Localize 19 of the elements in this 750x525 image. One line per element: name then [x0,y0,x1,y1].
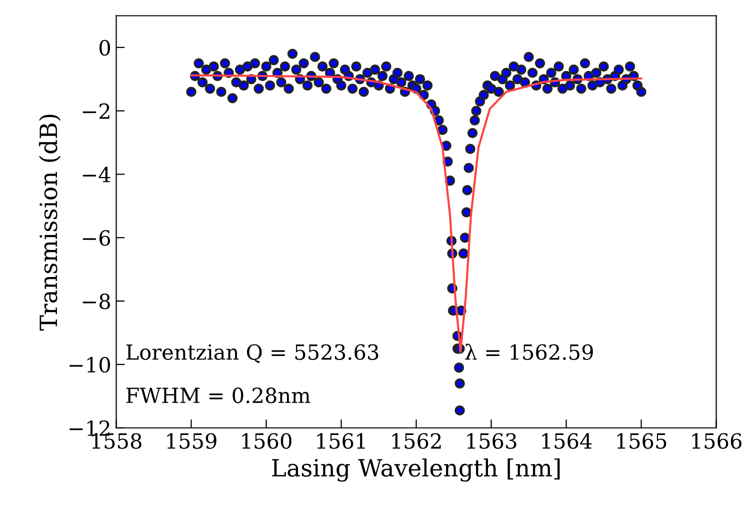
x-tick-label: 1563 [467,433,516,449]
y-tick-label: 0 [100,40,110,56]
x-tick-label: 1560 [242,433,292,449]
x-tick-label: 1561 [317,433,365,449]
x-axis-title: Lasing Wavelength [nm] [272,458,560,482]
y-tick-label: −10 [70,356,110,373]
annotation: FWHM = 0.28nm [126,387,310,404]
x-tick-label: 1564 [542,433,592,449]
x-tick-label: 1562 [392,433,441,449]
x-tick-label: 1559 [167,433,216,449]
x-tick-label: 1566 [692,433,742,449]
annotation: Lorentzian Q = 5523.63 [126,344,378,363]
x-tick-label: 1565 [617,433,666,449]
annotation: λ = 1562.59 [465,344,593,360]
y-tick-label: −6 [82,230,110,246]
y-axis-title: Transmission (dB) [39,114,61,331]
y-tick-label: −2 [82,103,110,119]
y-tick-label: −4 [82,166,110,182]
y-tick-label: −8 [82,294,110,310]
